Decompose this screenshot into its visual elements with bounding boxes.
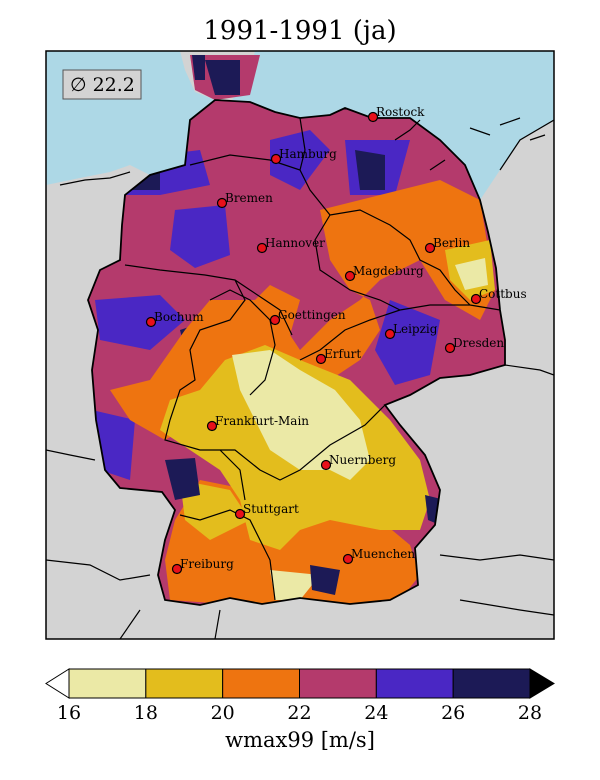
city-marker-cottbus xyxy=(470,293,482,305)
colorbar xyxy=(45,668,555,699)
colorbar-bin-18-20 xyxy=(145,668,224,699)
city-label-hannover: Hannover xyxy=(265,236,325,250)
mean-badge-box xyxy=(62,69,142,100)
city-label-bremen: Bremen xyxy=(225,191,273,205)
city-marker-berlin xyxy=(424,242,436,254)
city-label-stuttgart: Stuttgart xyxy=(243,502,299,516)
city-marker-hamburg xyxy=(270,153,282,165)
city-marker-magdeburg xyxy=(344,270,356,282)
colorbar-tick: 18 xyxy=(133,702,158,724)
city-label-leipzig: Leipzig xyxy=(393,322,438,336)
colorbar-tick: 20 xyxy=(210,702,235,724)
city-label-berlin: Berlin xyxy=(433,236,470,250)
neighbour-land xyxy=(46,120,554,639)
colorbar-over-arrow xyxy=(529,668,555,699)
colorbar-label: wmax99 [m/s] xyxy=(225,728,375,752)
city-marker-bochum xyxy=(145,316,157,328)
city-label-rostock: Rostock xyxy=(376,105,425,119)
mean-badge: ∅ 22.2 xyxy=(70,74,135,96)
city-marker-hannover xyxy=(256,242,268,254)
city-label-muenchen: Muenchen xyxy=(351,547,415,561)
city-layer: Rostock Hamburg Bremen Hannover Berlin Magdeb… xyxy=(145,105,527,575)
map-title: 1991-1991 (ja) xyxy=(203,16,397,46)
city-label-goettingen: Goettingen xyxy=(278,308,346,322)
colorbar-bin-16-18 xyxy=(68,668,147,699)
city-marker-stuttgart xyxy=(234,508,246,520)
colorbar-bin-26-28 xyxy=(452,668,531,699)
city-marker-rostock xyxy=(367,111,379,123)
colorbar-tick: 16 xyxy=(56,702,82,724)
city-label-nuernberg: Nuernberg xyxy=(329,453,396,467)
colorbar-tick: 24 xyxy=(364,702,389,724)
colorbar-bin-20-22 xyxy=(222,668,301,699)
map-frame xyxy=(45,50,555,640)
coastline-islands xyxy=(59,89,546,186)
city-label-frankfurt-main: Frankfurt-Main xyxy=(215,414,309,428)
city-marker-erfurt xyxy=(315,353,327,365)
city-marker-bremen xyxy=(216,197,228,209)
city-label-magdeburg: Magdeburg xyxy=(353,264,424,278)
colorbar-under-arrow xyxy=(45,668,70,699)
city-marker-muenchen xyxy=(342,553,354,565)
colorbar-tick: 26 xyxy=(441,702,466,724)
colorbar-bin-22-24 xyxy=(299,668,377,699)
colorbar-tick: 22 xyxy=(287,702,312,724)
city-label-hamburg: Hamburg xyxy=(279,147,337,161)
colorbar-tick: 28 xyxy=(517,702,543,724)
city-marker-goettingen xyxy=(269,314,281,326)
city-label-erfurt: Erfurt xyxy=(324,347,361,361)
city-marker-frankfurt-main xyxy=(206,420,218,432)
city-label-freiburg: Freiburg xyxy=(180,557,234,571)
city-label-cottbus: Cottbus xyxy=(479,287,527,301)
city-marker-leipzig xyxy=(384,328,396,340)
city-marker-nuernberg xyxy=(320,459,332,471)
city-marker-freiburg xyxy=(171,563,183,575)
neighbour-borders xyxy=(46,119,554,639)
city-label-bochum: Bochum xyxy=(154,310,204,324)
country-border xyxy=(87,99,506,606)
city-marker-dresden xyxy=(444,342,456,354)
city-label-dresden: Dresden xyxy=(453,336,504,350)
colorbar-bin-24-26 xyxy=(375,668,454,699)
